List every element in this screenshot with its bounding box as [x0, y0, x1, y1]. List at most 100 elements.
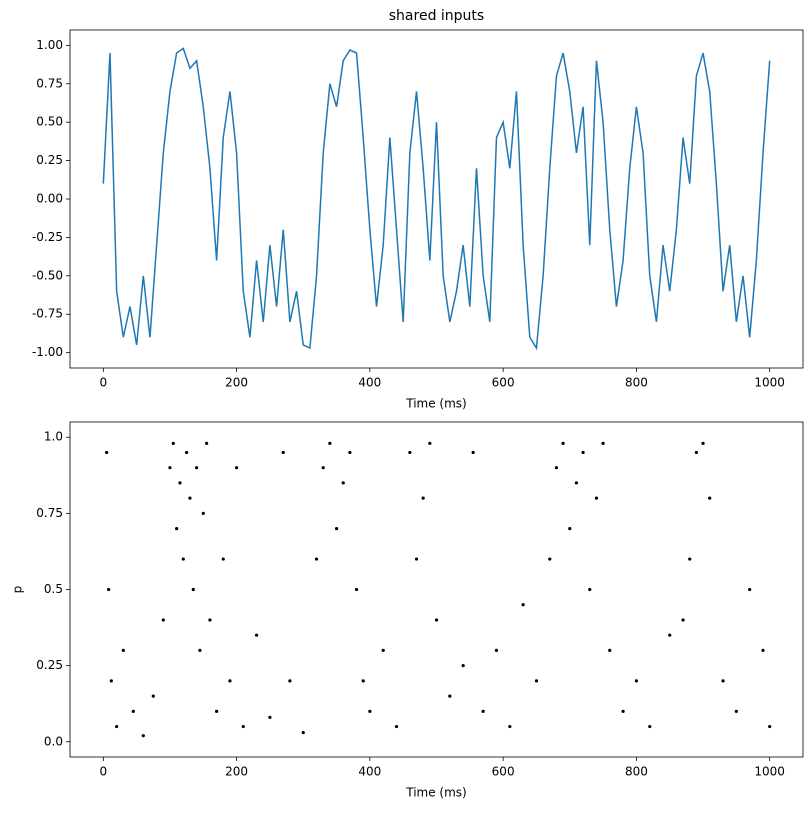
data-point — [721, 679, 725, 683]
data-point — [161, 618, 165, 622]
data-point — [208, 618, 212, 622]
x-tick-label: 800 — [625, 376, 648, 390]
data-point — [594, 496, 599, 500]
y-tick-label: -0.25 — [32, 230, 63, 244]
data-point — [471, 450, 475, 455]
x-tick-label: 800 — [625, 765, 648, 779]
data-point — [254, 633, 259, 637]
data-point — [581, 450, 585, 455]
x-axis-label: Time (ms) — [405, 397, 467, 411]
y-tick-label: 0.75 — [36, 506, 63, 520]
data-point — [574, 481, 579, 485]
x-tick-label: 1000 — [754, 765, 785, 779]
data-point — [588, 587, 592, 592]
data-point — [121, 648, 125, 653]
y-tick-label: 0.0 — [44, 734, 63, 748]
y-tick-label: 0.25 — [36, 658, 63, 672]
data-point — [734, 709, 738, 713]
y-tick-label: -1.00 — [32, 345, 63, 359]
x-tick-label: 200 — [225, 376, 248, 390]
y-tick-label: -0.50 — [32, 268, 63, 282]
data-point — [608, 648, 612, 653]
data-point — [548, 557, 552, 561]
data-point — [241, 724, 245, 729]
data-point — [521, 603, 525, 607]
axes-frame — [69, 29, 804, 369]
data-point — [448, 694, 452, 698]
data-point — [171, 441, 175, 445]
data-point — [561, 441, 565, 445]
data-point — [141, 734, 145, 738]
data-point — [314, 557, 319, 561]
data-point — [701, 441, 705, 445]
data-point — [191, 587, 195, 592]
data-point — [221, 557, 225, 561]
data-point — [107, 587, 111, 592]
data-point — [688, 557, 692, 561]
data-point — [131, 709, 135, 713]
data-point — [494, 648, 499, 653]
data-point — [434, 618, 439, 622]
x-tick-label: 600 — [492, 376, 515, 390]
x-tick-label: 200 — [225, 765, 248, 779]
data-point — [708, 496, 712, 500]
data-point — [414, 557, 419, 561]
data-point — [601, 441, 605, 445]
x-tick-label: 0 — [99, 376, 107, 390]
y-tick-label: 0.25 — [36, 153, 63, 167]
data-point — [341, 481, 345, 485]
data-point — [205, 441, 209, 445]
y-tick-label: 1.0 — [44, 430, 63, 444]
data-point — [185, 450, 189, 455]
axes-frame — [69, 421, 804, 758]
y-tick-label: -0.75 — [32, 307, 63, 321]
data-point — [151, 694, 155, 698]
data-point — [198, 648, 202, 653]
data-line — [102, 47, 771, 351]
data-point — [694, 450, 698, 455]
data-point — [394, 724, 399, 729]
data-point — [428, 441, 432, 445]
data-point — [168, 466, 172, 470]
data-point — [534, 679, 539, 683]
data-point — [481, 709, 485, 713]
data-point — [188, 496, 192, 500]
data-point — [234, 466, 239, 470]
data-point — [109, 679, 113, 683]
data-point — [554, 466, 559, 470]
y-tick-label: 0.50 — [36, 115, 63, 129]
data-point — [761, 648, 765, 653]
data-point — [178, 481, 182, 485]
data-point — [115, 724, 119, 729]
data-point — [634, 679, 639, 683]
data-point — [175, 526, 179, 531]
data-point — [508, 724, 512, 729]
data-point — [368, 709, 372, 713]
data-point — [461, 664, 465, 668]
data-point — [681, 618, 685, 622]
data-point — [215, 709, 219, 713]
x-tick-label: 1000 — [754, 376, 785, 390]
data-point — [195, 466, 199, 470]
data-point — [621, 709, 625, 713]
data-point — [354, 587, 359, 592]
data-point — [381, 648, 385, 653]
y-tick-label: 1.00 — [36, 38, 63, 52]
data-point — [181, 557, 185, 561]
data-point — [334, 526, 339, 531]
x-tick-label: 400 — [358, 765, 381, 779]
data-point — [281, 450, 285, 455]
data-point — [768, 724, 772, 729]
data-point — [408, 450, 412, 455]
data-point — [321, 466, 325, 470]
data-point — [668, 633, 672, 637]
y-tick-label: 0.5 — [44, 582, 63, 596]
data-point — [201, 511, 205, 515]
data-point — [648, 724, 652, 729]
data-point — [568, 526, 572, 531]
x-tick-label: 400 — [358, 376, 381, 390]
y-axis-label: p — [11, 586, 25, 594]
data-point — [748, 587, 752, 592]
